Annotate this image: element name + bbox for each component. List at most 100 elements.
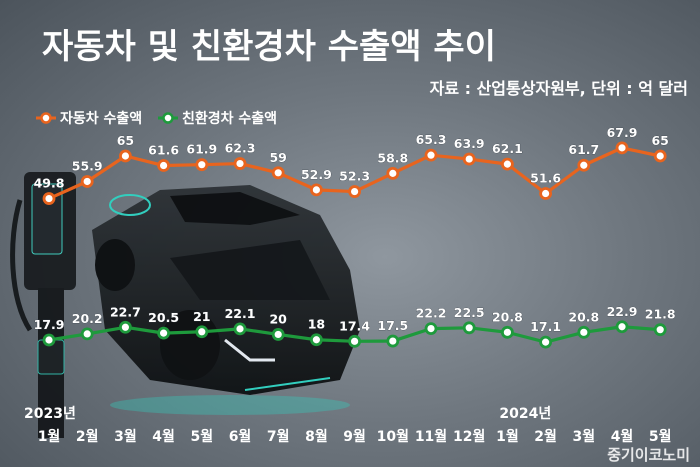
data-label-s0-12: 62.1 — [492, 141, 523, 156]
legend: 자동차 수출액 친환경차 수출액 — [36, 110, 277, 127]
x-tick-label-8: 9월 — [343, 428, 366, 445]
data-label-s0-6: 59 — [269, 150, 286, 165]
x-tick-label-15: 4월 — [611, 428, 634, 445]
legend-label-series-1: 친환경차 수출액 — [182, 110, 277, 127]
data-point-s1-12 — [500, 325, 514, 339]
data-point-s0-7 — [309, 183, 323, 197]
data-label-s1-0: 17.9 — [34, 317, 65, 332]
data-label-s0-11: 63.9 — [454, 136, 485, 151]
data-point-s1-7 — [309, 333, 323, 347]
year-label-1: 2024년 — [499, 406, 551, 422]
data-point-s0-2 — [119, 149, 132, 163]
data-point-s0-8 — [348, 185, 362, 198]
legend-marker-series-1 — [162, 112, 174, 124]
data-label-s0-3: 61.6 — [148, 143, 179, 158]
x-tick-label-14: 3월 — [572, 428, 595, 445]
data-point-s0-14 — [577, 158, 591, 172]
x-tick-label-2: 3월 — [114, 428, 137, 445]
x-tick-label-6: 7월 — [267, 428, 290, 445]
data-point-s1-3 — [157, 326, 171, 340]
legend-marker-series-0 — [40, 112, 52, 124]
data-point-s0-9 — [386, 166, 400, 180]
legend-label-series-0: 자동차 수출액 — [60, 110, 142, 127]
x-tick-label-10: 11월 — [415, 428, 447, 445]
data-point-s1-2 — [119, 320, 132, 334]
data-point-s1-16 — [653, 323, 667, 337]
data-label-s0-5: 62.3 — [225, 141, 256, 156]
data-label-s1-9: 17.5 — [377, 318, 408, 333]
data-label-s0-1: 55.9 — [72, 158, 103, 173]
year-label-0: 2023년 — [24, 406, 76, 422]
data-label-s1-11: 22.5 — [454, 305, 485, 320]
data-point-s1-8 — [348, 334, 362, 348]
data-label-s0-0: 49.8 — [34, 176, 65, 191]
data-point-s0-0 — [42, 192, 56, 205]
data-point-s0-13 — [539, 187, 552, 200]
car-wheel-rear — [95, 239, 135, 291]
data-label-s0-10: 65.3 — [416, 132, 447, 147]
data-point-s0-11 — [462, 152, 476, 166]
x-tick-label-3: 4월 — [152, 428, 175, 445]
data-point-s1-15 — [615, 320, 629, 334]
data-point-s1-13 — [539, 335, 552, 349]
data-point-s0-1 — [80, 175, 94, 188]
data-label-s1-16: 21.8 — [645, 307, 676, 322]
data-label-s0-16: 65 — [651, 133, 668, 148]
data-point-s1-6 — [271, 328, 285, 341]
x-axis: 1월 2월 3월 4월 5월 6월 7월 8월 9월 10월 11월 12월 1월 2월 3월 4월 5월 202… — [24, 406, 672, 445]
watermark: 중기이코노미 — [607, 446, 690, 464]
data-label-s1-10: 22.2 — [416, 306, 447, 321]
data-label-s1-7: 18 — [308, 317, 325, 332]
data-label-s1-8: 17.4 — [339, 318, 370, 333]
data-point-s1-1 — [80, 327, 94, 341]
data-point-s0-4 — [195, 158, 209, 172]
data-label-s1-1: 20.2 — [72, 311, 103, 326]
data-point-s0-12 — [500, 157, 514, 171]
data-point-s0-3 — [157, 159, 171, 172]
data-point-s1-4 — [195, 325, 209, 339]
x-tick-label-4: 5월 — [190, 428, 213, 445]
chart-title: 자동차 및 친환경차 수출액 추이 — [42, 27, 496, 67]
data-point-s0-16 — [653, 149, 667, 163]
x-tick-label-0: 1월 — [38, 428, 61, 445]
data-label-s0-7: 52.9 — [301, 167, 332, 182]
x-tick-label-12: 1월 — [496, 428, 519, 445]
x-tick-label-5: 6월 — [229, 428, 252, 445]
data-label-s1-15: 22.9 — [607, 304, 638, 319]
data-point-s0-5 — [233, 157, 247, 170]
data-label-s1-4: 21 — [193, 309, 210, 324]
source-note: 자료 : 산업통상자원부, 단위 : 억 달러 — [430, 79, 688, 98]
data-point-s0-6 — [271, 166, 285, 180]
x-tick-label-1: 2월 — [76, 428, 99, 445]
data-point-s0-10 — [424, 148, 438, 162]
plot-area: 49.8 55.9 65 61.6 61.9 62.3 59 52.9 52.3 58.8 65.3… — [33, 125, 676, 349]
data-label-s0-4: 61.9 — [186, 142, 217, 157]
data-label-s1-5: 22.1 — [225, 306, 256, 321]
x-tick-label-11: 12월 — [453, 428, 485, 445]
data-label-s0-15: 67.9 — [607, 125, 638, 140]
data-label-s1-13: 17.1 — [530, 319, 561, 334]
data-label-s0-9: 58.8 — [377, 150, 408, 165]
data-point-s1-11 — [462, 321, 476, 335]
data-point-s1-9 — [386, 334, 400, 348]
data-label-s1-3: 20.5 — [148, 310, 179, 325]
x-tick-label-13: 2월 — [534, 428, 557, 445]
x-tick-label-7: 8월 — [305, 428, 328, 445]
data-point-s1-14 — [577, 325, 591, 339]
data-label-s0-2: 65 — [117, 133, 134, 148]
data-point-s1-10 — [424, 322, 438, 336]
data-point-s1-5 — [233, 322, 247, 336]
data-label-s1-14: 20.8 — [568, 309, 599, 324]
data-point-s0-15 — [615, 141, 629, 155]
data-label-s1-12: 20.8 — [492, 309, 523, 324]
data-label-s0-14: 61.7 — [568, 142, 599, 157]
x-tick-label-9: 10월 — [377, 428, 409, 445]
data-point-s1-0 — [42, 333, 56, 347]
x-tick-label-16: 5월 — [649, 428, 672, 445]
car-illustration — [10, 172, 360, 438]
data-label-s0-13: 51.6 — [530, 171, 561, 186]
data-label-s1-2: 22.7 — [110, 304, 141, 319]
data-label-s1-6: 20 — [269, 311, 287, 326]
